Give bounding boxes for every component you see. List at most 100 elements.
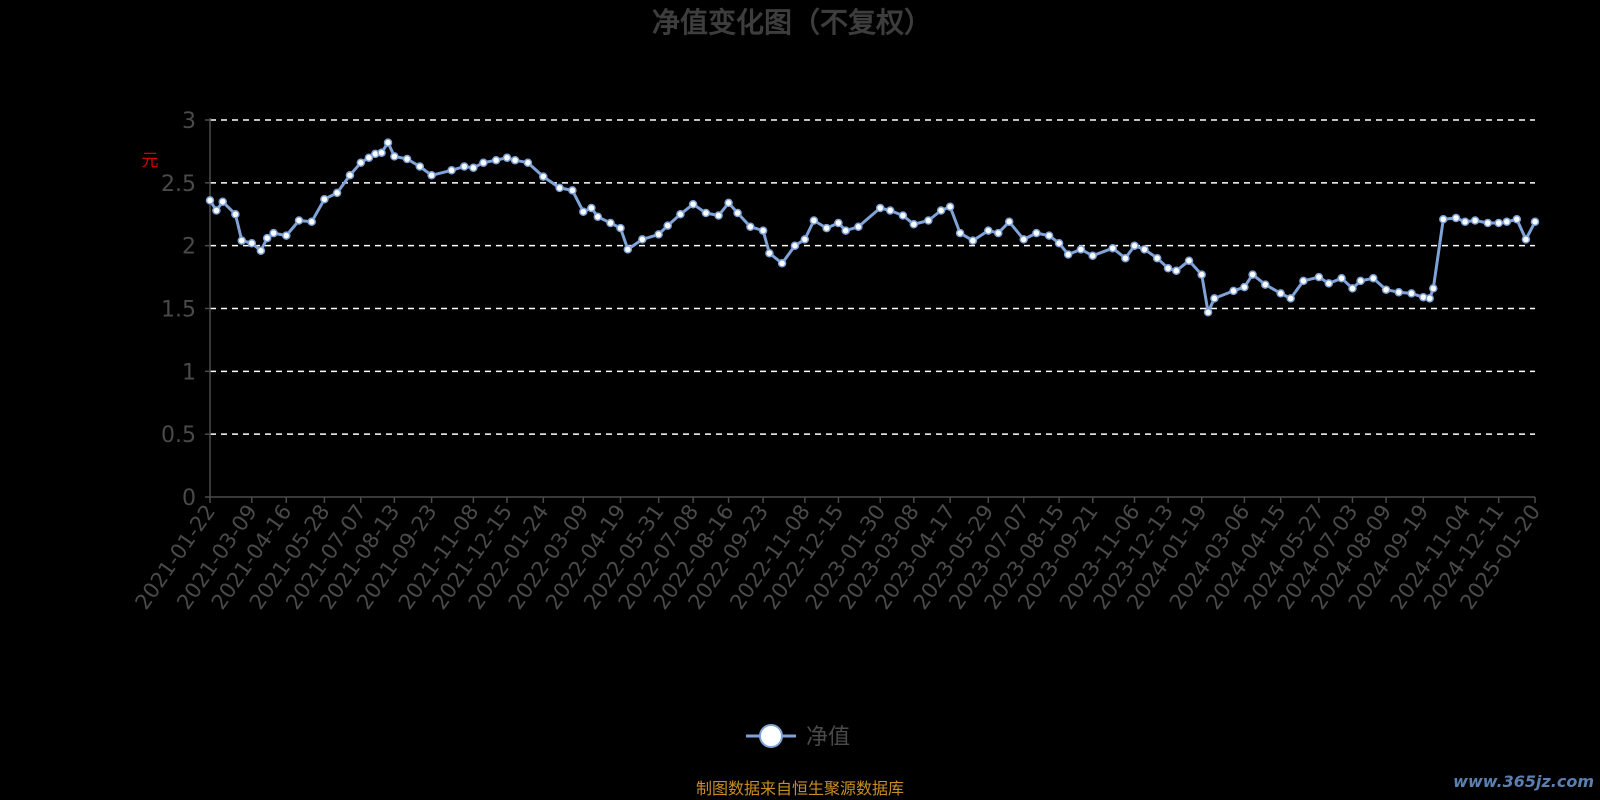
data-point[interactable] xyxy=(1032,228,1041,238)
data-point[interactable] xyxy=(822,223,831,233)
data-point[interactable] xyxy=(579,207,588,216)
data-point[interactable] xyxy=(1494,218,1503,228)
data-point[interactable] xyxy=(968,236,978,245)
data-point[interactable] xyxy=(364,153,374,162)
data-point[interactable] xyxy=(1076,245,1086,254)
data-point[interactable] xyxy=(1019,235,1028,244)
data-point[interactable] xyxy=(256,246,266,255)
data-point[interactable] xyxy=(1502,217,1512,227)
data-point[interactable] xyxy=(1210,294,1219,303)
data-point[interactable] xyxy=(402,154,412,164)
data-point[interactable] xyxy=(587,203,596,213)
data-point[interactable] xyxy=(790,241,800,250)
data-point[interactable] xyxy=(936,206,946,215)
data-point[interactable] xyxy=(1197,270,1206,279)
data-point[interactable] xyxy=(307,217,316,227)
data-point[interactable] xyxy=(491,155,501,165)
data-point[interactable] xyxy=(714,211,723,220)
data-point[interactable] xyxy=(724,198,733,208)
data-point[interactable] xyxy=(345,171,355,180)
data-point[interactable] xyxy=(460,162,469,171)
data-point[interactable] xyxy=(746,222,755,232)
data-point[interactable] xyxy=(1324,279,1334,288)
data-point[interactable] xyxy=(606,218,615,228)
data-point[interactable] xyxy=(1054,238,1064,248)
data-point[interactable] xyxy=(676,210,685,219)
data-point[interactable] xyxy=(539,172,548,181)
data-point[interactable] xyxy=(758,226,768,235)
data-point[interactable] xyxy=(262,233,272,243)
data-point[interactable] xyxy=(616,223,625,233)
data-point[interactable] xyxy=(212,206,221,215)
data-point[interactable] xyxy=(427,171,436,180)
data-point[interactable] xyxy=(663,221,672,230)
data-point[interactable] xyxy=(247,238,257,248)
data-point[interactable] xyxy=(447,166,456,175)
data-point[interactable] xyxy=(1425,294,1434,303)
data-point[interactable] xyxy=(1512,215,1522,224)
data-point[interactable] xyxy=(294,216,304,225)
data-point[interactable] xyxy=(955,228,965,238)
data-point[interactable] xyxy=(733,208,742,218)
data-point[interactable] xyxy=(765,248,774,258)
data-point[interactable] xyxy=(909,220,919,229)
data-point[interactable] xyxy=(231,210,240,219)
data-point[interactable] xyxy=(885,206,895,215)
data-point[interactable] xyxy=(1063,250,1073,259)
data-point[interactable] xyxy=(1530,217,1540,227)
data-point[interactable] xyxy=(1460,217,1470,227)
data-point[interactable] xyxy=(1521,235,1531,244)
data-point[interactable] xyxy=(841,226,850,235)
data-point[interactable] xyxy=(555,183,564,193)
data-point[interactable] xyxy=(593,212,603,222)
data-point[interactable] xyxy=(854,222,863,232)
data-point[interactable] xyxy=(701,208,711,218)
data-point[interactable] xyxy=(1248,270,1257,279)
data-point[interactable] xyxy=(218,197,227,206)
data-point[interactable] xyxy=(237,236,247,245)
data-point[interactable] xyxy=(510,155,520,165)
data-point[interactable] xyxy=(1140,245,1149,254)
data-point[interactable] xyxy=(638,235,647,244)
data-point[interactable] xyxy=(994,228,1003,238)
data-point[interactable] xyxy=(377,148,386,157)
data-point[interactable] xyxy=(1044,231,1054,240)
data-point[interactable] xyxy=(383,138,393,147)
data-point[interactable] xyxy=(1088,251,1097,260)
legend[interactable]: 净值 xyxy=(746,724,850,750)
data-point[interactable] xyxy=(469,163,478,173)
data-point[interactable] xyxy=(1286,294,1295,303)
data-point[interactable] xyxy=(875,203,885,213)
data-point[interactable] xyxy=(1108,243,1117,253)
data-point[interactable] xyxy=(688,199,698,209)
data-point[interactable] xyxy=(898,211,908,220)
data-point[interactable] xyxy=(984,226,993,235)
data-point[interactable] xyxy=(269,228,278,238)
data-point[interactable] xyxy=(1439,215,1448,224)
data-point[interactable] xyxy=(390,152,399,161)
data-point[interactable] xyxy=(282,231,291,240)
data-point[interactable] xyxy=(1240,282,1249,292)
data-point[interactable] xyxy=(356,158,366,167)
data-point[interactable] xyxy=(1394,287,1404,297)
data-point[interactable] xyxy=(1152,253,1162,263)
data-point[interactable] xyxy=(777,259,787,268)
data-point[interactable] xyxy=(924,216,933,225)
data-point[interactable] xyxy=(479,158,488,167)
data-point[interactable] xyxy=(1172,266,1181,276)
data-point[interactable] xyxy=(1314,272,1324,282)
data-point[interactable] xyxy=(332,188,342,198)
data-point[interactable] xyxy=(1203,308,1213,317)
data-point[interactable] xyxy=(1429,284,1438,293)
data-point[interactable] xyxy=(1163,264,1173,273)
data-point[interactable] xyxy=(568,186,577,195)
data-point[interactable] xyxy=(834,218,843,228)
data-point[interactable] xyxy=(1184,256,1194,265)
data-point[interactable] xyxy=(1483,218,1493,228)
data-point[interactable] xyxy=(1229,286,1238,296)
data-point[interactable] xyxy=(502,153,512,162)
data-point[interactable] xyxy=(1337,274,1346,283)
data-point[interactable] xyxy=(1299,276,1308,286)
data-point[interactable] xyxy=(1261,280,1270,289)
data-point[interactable] xyxy=(523,158,533,167)
